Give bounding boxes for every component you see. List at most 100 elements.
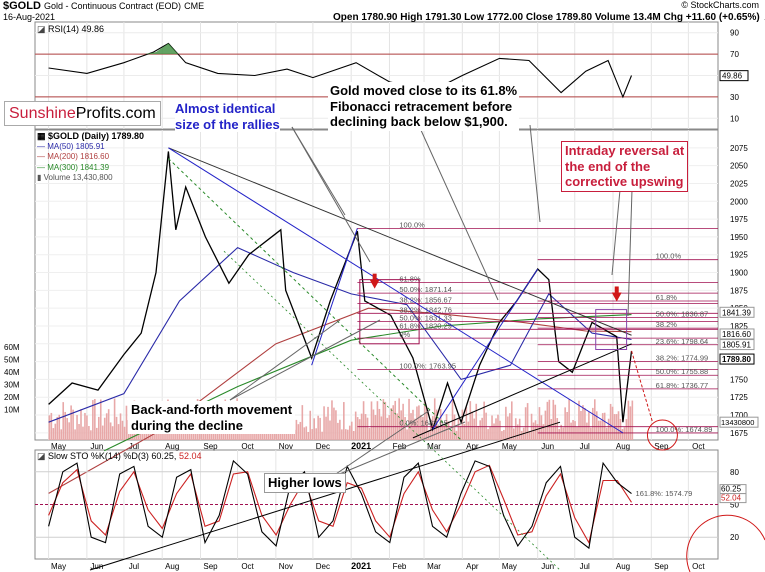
volume-bar bbox=[449, 431, 452, 440]
volume-bar bbox=[584, 407, 586, 440]
callout-pointer bbox=[229, 319, 381, 401]
volume-bar bbox=[315, 428, 317, 440]
volume-bar bbox=[542, 424, 545, 440]
volume-bar bbox=[94, 399, 96, 440]
price-value-badge bbox=[719, 306, 755, 318]
volume-bar bbox=[400, 410, 402, 440]
volume-bar bbox=[309, 410, 312, 440]
volume-bar bbox=[580, 410, 582, 440]
volume-bar bbox=[487, 429, 489, 440]
fib-level-label: 23.6%: 1798.64 bbox=[656, 337, 709, 346]
volume-bar bbox=[72, 409, 74, 440]
volume-bar bbox=[532, 422, 535, 440]
volume-bar bbox=[481, 417, 483, 440]
volume-bar bbox=[275, 431, 278, 440]
volume-bar bbox=[372, 409, 375, 440]
volume-bar bbox=[457, 418, 460, 440]
volume-bar bbox=[113, 398, 116, 440]
x-tick-label: Jun bbox=[541, 562, 554, 571]
price-tick-label: 1675 bbox=[730, 429, 748, 438]
volume-bar bbox=[105, 413, 108, 440]
volume-bar bbox=[52, 428, 55, 440]
volume-bar bbox=[84, 412, 86, 440]
fib-level-label: 100.0%: 1763.95 bbox=[399, 361, 456, 370]
volume-bar bbox=[495, 418, 497, 440]
volume-bar bbox=[368, 427, 371, 440]
volume-bar bbox=[477, 425, 480, 440]
volume-bar bbox=[82, 426, 84, 440]
resistance-trendline bbox=[168, 147, 632, 336]
volume-bar bbox=[467, 421, 470, 440]
volume-bar bbox=[550, 419, 553, 440]
volume-bar bbox=[611, 406, 614, 440]
legend-gold: ▦ $GOLD (Daily) 1789.80 bbox=[37, 131, 145, 141]
stockcharts-watermark: © StockCharts.com bbox=[681, 0, 759, 10]
volume-bar bbox=[358, 419, 361, 440]
volume-bar bbox=[528, 431, 531, 440]
volume-bar bbox=[366, 417, 369, 440]
volume-bar bbox=[370, 401, 373, 440]
volume-bar bbox=[356, 417, 359, 440]
volume-bar bbox=[295, 419, 298, 440]
volume-bar bbox=[586, 422, 588, 440]
x-tick-label: May bbox=[51, 562, 66, 571]
volume-bar bbox=[386, 417, 389, 440]
callout-pointer bbox=[627, 189, 633, 317]
volume-bar bbox=[62, 402, 65, 440]
volume-bar bbox=[621, 429, 624, 440]
x-tick-label: Feb bbox=[393, 562, 407, 571]
x-tick-label: May bbox=[51, 442, 66, 451]
price-tick-label: 1700 bbox=[730, 411, 748, 420]
price-tick-label: 1900 bbox=[730, 269, 748, 278]
fib-level-label: 61.8%: 1820.29 bbox=[399, 321, 452, 330]
volume-bar bbox=[418, 405, 420, 440]
volume-bar bbox=[461, 409, 464, 440]
rsi-value-label: 49.86 bbox=[722, 72, 743, 81]
volume-bar bbox=[68, 422, 70, 440]
volume-bar bbox=[119, 413, 122, 440]
x-tick-label: Sep bbox=[203, 442, 218, 451]
down-arrow-icon bbox=[611, 292, 622, 302]
price-tick-label: 1875 bbox=[730, 286, 748, 295]
volume-bar bbox=[627, 400, 630, 440]
rsi-label: ◪ RSI(14) 49.86 bbox=[37, 24, 105, 34]
volume-bar bbox=[546, 401, 549, 440]
sto-d-value: 52.04 bbox=[721, 494, 742, 503]
x-tick-label: Sep bbox=[654, 442, 669, 451]
volume-bar bbox=[512, 428, 515, 440]
volume-bar bbox=[339, 419, 341, 440]
down-arrow-icon bbox=[369, 279, 380, 289]
volume-bar bbox=[159, 430, 161, 440]
price-tick-label: 1750 bbox=[730, 375, 748, 384]
volume-bar bbox=[343, 402, 345, 440]
fib-level-label: 50.0%: 1755.88 bbox=[656, 367, 709, 376]
x-tick-label: 2021 bbox=[351, 441, 371, 451]
volume-bar bbox=[518, 418, 521, 440]
volume-bar bbox=[78, 424, 80, 440]
x-tick-label: Jul bbox=[580, 442, 590, 451]
consolidation-box bbox=[595, 309, 628, 350]
sto-tick-label: 50 bbox=[730, 501, 739, 510]
volume-bar bbox=[398, 398, 400, 440]
volume-bar bbox=[441, 426, 444, 440]
volume-bar bbox=[301, 405, 304, 440]
volume-bar bbox=[125, 405, 128, 440]
sto-d-badge bbox=[719, 493, 747, 504]
volume-bar bbox=[566, 411, 568, 440]
volume-bar bbox=[226, 431, 229, 440]
volume-bar bbox=[131, 429, 134, 440]
x-tick-label: Aug bbox=[165, 562, 179, 571]
x-tick-label: Aug bbox=[616, 442, 630, 451]
volume-bar bbox=[362, 401, 365, 440]
volume-bar bbox=[599, 420, 602, 440]
support-trendline bbox=[412, 343, 632, 439]
volume-bar bbox=[50, 412, 53, 440]
rally-line bbox=[432, 268, 539, 430]
volume-bar bbox=[435, 409, 438, 440]
fib-level-label: 38.2%: 1856.67 bbox=[399, 295, 452, 304]
volume-bar bbox=[552, 399, 555, 440]
volume-bar bbox=[121, 420, 124, 440]
volume-bar bbox=[394, 400, 397, 440]
chart-symbol: $GOLD Gold - Continuous Contract (EOD) C… bbox=[3, 0, 205, 12]
callout-pointer bbox=[329, 409, 431, 479]
